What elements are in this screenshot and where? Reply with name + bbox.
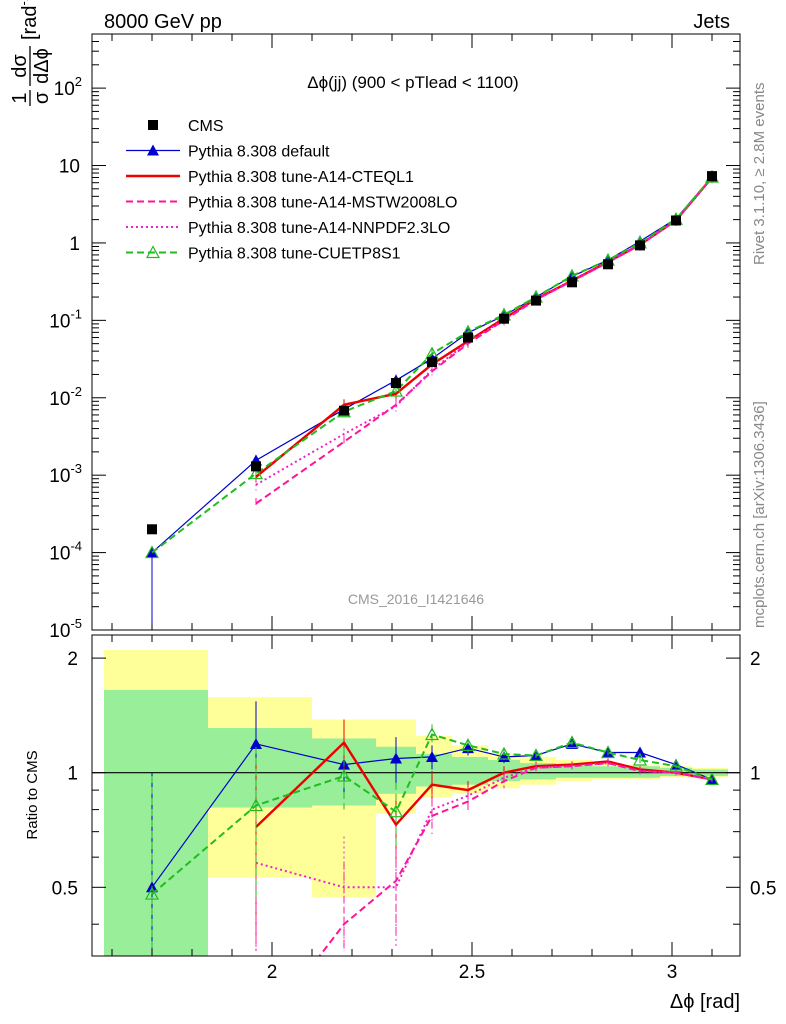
marker-0-2 — [339, 405, 349, 416]
main-plot-frame — [91, 33, 741, 631]
ratio-tick-label-left-1: 1 — [67, 764, 78, 785]
ylabel-unit: [rad-1] — [16, 0, 41, 40]
legend-label-3: Pythia 8.308 tune-A14-MSTW2008LO — [188, 195, 457, 212]
ratio-marker-4-6 — [496, 746, 512, 760]
series-line-4 — [255, 176, 713, 486]
ratio-marker-0-1 — [250, 737, 262, 749]
side-label-top: Rivet 3.1.10, ≥ 2.8M events — [751, 83, 768, 266]
ratio-tick-label-right-1: 1 — [750, 764, 761, 785]
y-tick-label-6: 10 — [59, 157, 80, 178]
chart-title: Δϕ(jj) (900 < pTlead < 1100) — [307, 73, 518, 92]
ratio-marker-4-4 — [424, 727, 440, 741]
marker-0-4 — [427, 356, 437, 367]
y-tick-label-3: 10-2 — [49, 384, 82, 410]
ratio-marker-4-10 — [632, 752, 648, 766]
marker-0-3 — [391, 378, 401, 389]
y-tick-label-5: 1 — [69, 234, 80, 255]
ratio-band-inner — [452, 756, 488, 785]
legend-label-2: Pythia 8.308 tune-A14-CTEQL1 — [188, 169, 414, 186]
marker-0-0 — [147, 524, 157, 535]
marker-0-8 — [567, 277, 577, 288]
series-line-2 — [255, 176, 713, 478]
marker-0-11 — [671, 215, 681, 226]
ratio-marker-0-3 — [390, 752, 402, 764]
y-tick-label-4: 10-1 — [49, 306, 82, 332]
x-axis-label: Δϕ [rad] — [670, 991, 740, 1013]
y-tick-label-2: 10-3 — [49, 461, 82, 487]
legend-marker-1 — [147, 144, 159, 156]
legend-label-0: CMS — [188, 118, 224, 135]
ylabel-num: 1 — [9, 92, 31, 103]
ratio-plot-frame — [91, 634, 741, 957]
ratio-marker-4-2 — [336, 768, 352, 782]
ratio-marker-0-4 — [426, 750, 438, 762]
marker-0-5 — [463, 332, 473, 343]
side-label-bottom: mcplots.cern.ch [arXiv:1306.3436] — [751, 401, 768, 628]
ratio-tick-label-left-2: 2 — [67, 649, 78, 670]
header-left: 8000 GeV pp — [104, 11, 222, 33]
legend-label-5: Pythia 8.308 tune-CUETP8S1 — [188, 246, 401, 263]
ratio-line-2 — [318, 762, 713, 956]
legend-marker-5 — [145, 245, 161, 259]
ratio-marker-4-9 — [600, 745, 616, 759]
marker-0-7 — [531, 295, 541, 306]
y-tick-label-0: 10-5 — [49, 616, 82, 642]
ratio-y-axis-label: Ratio to CMS — [24, 750, 41, 839]
marker-5-1 — [248, 466, 264, 480]
y-tick-label-7: 102 — [54, 74, 82, 100]
ratio-marker-0-10 — [634, 746, 646, 758]
marker-0-9 — [603, 259, 613, 270]
ratio-line-1 — [255, 740, 713, 828]
ratio-marker-4-8 — [564, 735, 580, 749]
marker-0-10 — [635, 240, 645, 251]
ratio-marker-4-11 — [668, 758, 684, 772]
x-tick-label-1: 2.5 — [459, 962, 485, 983]
chart-watermark: CMS_2016_I1421646 — [348, 591, 484, 607]
header-right: Jets — [693, 11, 730, 33]
y-tick-label-1: 10-4 — [49, 539, 82, 565]
ratio-marker-4-7 — [528, 748, 544, 762]
ratio-marker-4-0 — [144, 886, 160, 900]
ratio-tick-label-right-0: 0.5 — [750, 878, 776, 899]
ratio-marker-4-5 — [460, 738, 476, 751]
ratio-band-inner — [104, 689, 208, 956]
marker-0-12 — [707, 171, 717, 182]
x-tick-label-0: 2 — [267, 962, 278, 983]
ylabel-dnum: dσ — [9, 54, 31, 78]
marker-0-1 — [251, 461, 261, 472]
x-tick-label-2: 3 — [667, 962, 678, 983]
ratio-tick-label-right-2: 2 — [750, 649, 761, 670]
main-y-axis-label: 1 σ dσ dΔϕ [rad-1] — [9, 0, 53, 106]
ylabel-den: σ — [31, 91, 53, 104]
ratio-marker-4-1 — [248, 798, 264, 812]
ylabel-dden: dΔϕ — [31, 48, 53, 84]
ratio-marker-4-12 — [704, 772, 720, 786]
legend-marker-0 — [148, 120, 158, 130]
ratio-band-inner — [556, 764, 592, 778]
ratio-marker-4-3 — [388, 804, 404, 818]
marker-0-6 — [499, 313, 509, 324]
ratio-band-inner — [592, 766, 624, 778]
marker-5-3 — [388, 383, 404, 397]
ratio-band-inner — [208, 728, 312, 808]
legend-label-1: Pythia 8.308 default — [188, 144, 330, 161]
legend-label-4: Pythia 8.308 tune-A14-NNPDF2.3LO — [188, 220, 450, 237]
ratio-tick-label-left-0: 0.5 — [52, 878, 78, 899]
